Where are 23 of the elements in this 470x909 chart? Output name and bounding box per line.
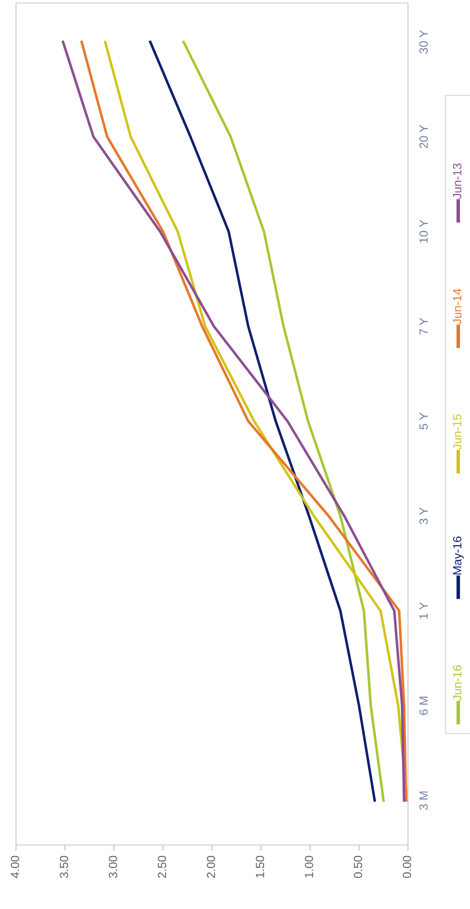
x-tick-label: 2.00 — [206, 856, 216, 878]
x-tick-label: 3.00 — [108, 856, 118, 878]
y-tick-label: 3 Y — [419, 507, 428, 524]
y-tick-label: 1 Y — [420, 602, 428, 619]
y-tick-label: 20 Y — [419, 124, 428, 148]
text: Jun-15 — [453, 414, 462, 450]
text: Jun-13 — [453, 163, 462, 199]
y-tick-label: 5 Y — [420, 412, 428, 430]
y-tick-label: 30 Y — [419, 30, 428, 54]
x-tick-label: 2.50 — [158, 856, 166, 878]
x-tick-label: 1.00 — [304, 856, 314, 878]
text: May-16 — [453, 536, 464, 574]
x-tick-label: 3.50 — [60, 856, 68, 878]
x-tick-label: 0.50 — [354, 856, 362, 878]
x-tick-label: 0.00 — [402, 856, 412, 878]
text: Jun-14 — [453, 288, 462, 324]
y-tick-label: 3 M — [419, 792, 428, 810]
x-tick-label: 4.00 — [10, 856, 20, 878]
y-tick-label: 10 Y — [419, 220, 428, 243]
y-tick-label: 7 Y — [420, 318, 428, 334]
x-tick-label: 1.50 — [256, 856, 264, 878]
text: Jun-16 — [453, 665, 462, 701]
y-tick-label: 6 M — [419, 696, 428, 715]
